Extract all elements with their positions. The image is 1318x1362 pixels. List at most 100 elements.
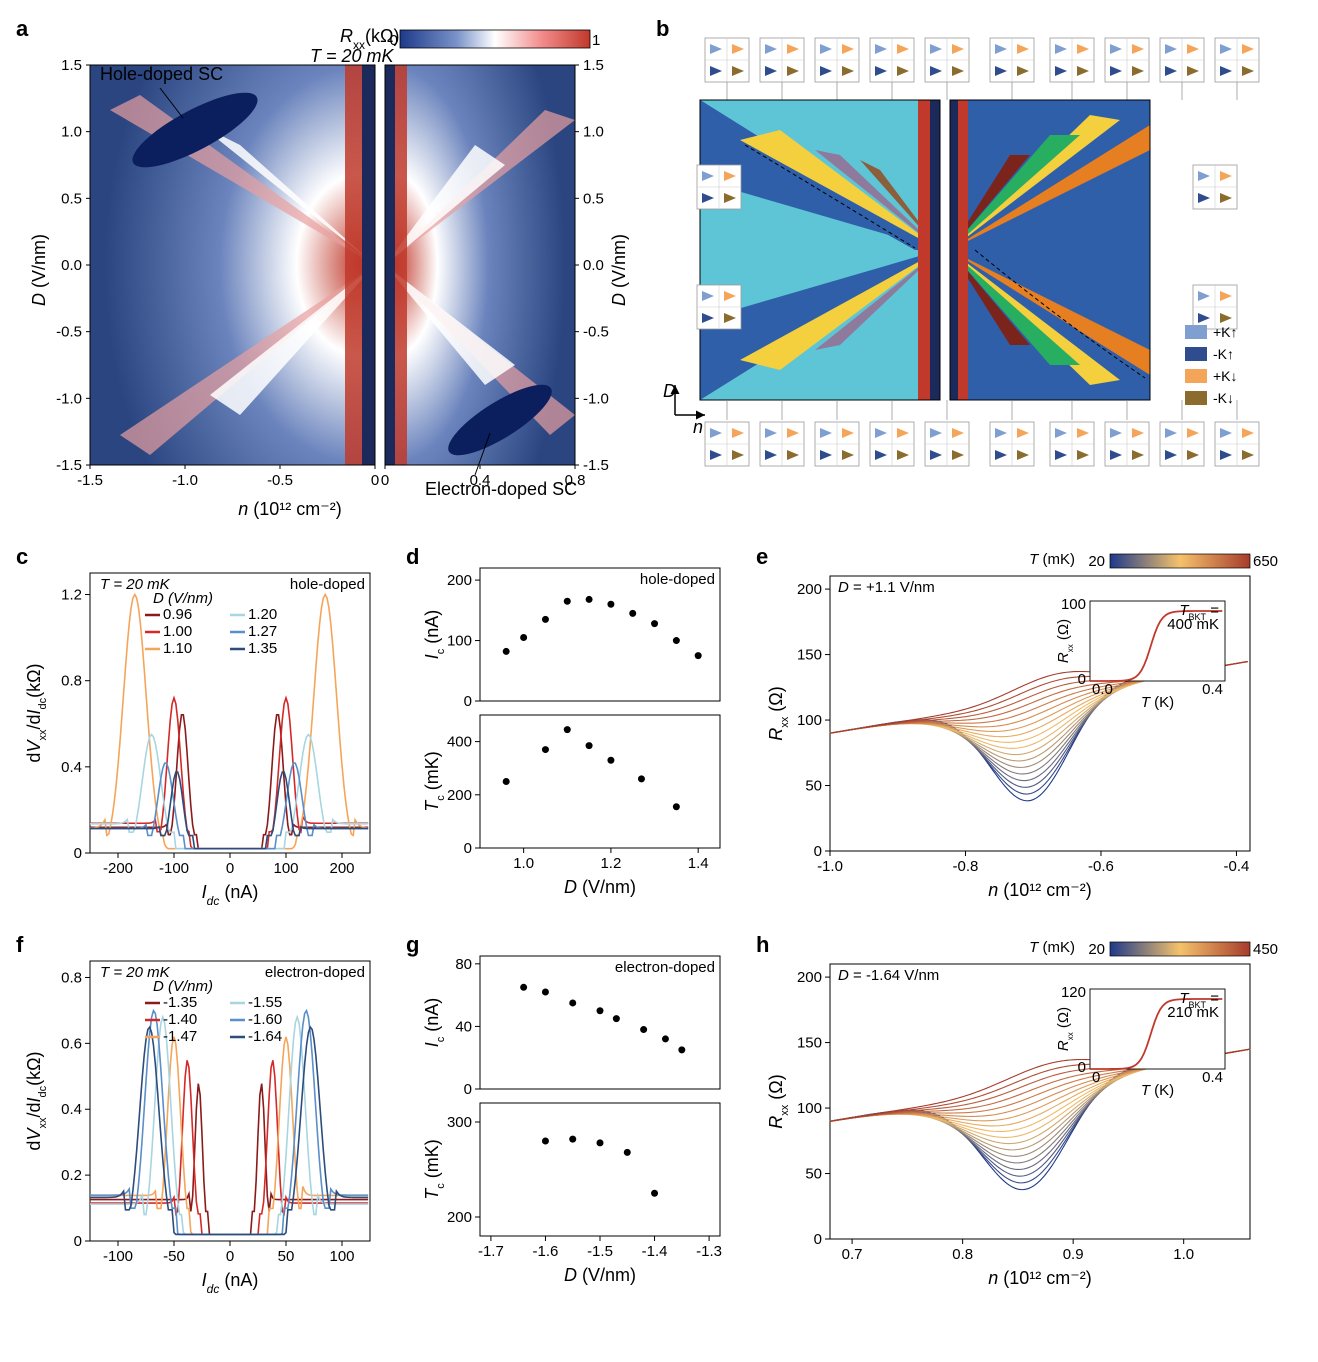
mini-boxes-bottom (705, 400, 1259, 466)
svg-text:40: 40 (455, 1018, 472, 1035)
hole-annot: Hole-doped SC (100, 64, 223, 84)
svg-text:0: 0 (814, 1231, 822, 1248)
svg-text:1.0: 1.0 (1173, 1246, 1194, 1263)
svg-text:D (V/nm): D (V/nm) (564, 1265, 636, 1285)
svg-text:Idc (nA): Idc (nA) (202, 882, 259, 908)
svg-text:200: 200 (447, 1209, 472, 1226)
svg-text:50: 50 (278, 1248, 295, 1265)
svg-text:-1.6: -1.6 (533, 1243, 559, 1260)
svg-text:20: 20 (1088, 941, 1105, 958)
svg-text:1.5: 1.5 (583, 57, 604, 74)
svg-text:1.20: 1.20 (248, 606, 277, 623)
svg-text:20: 20 (1088, 553, 1105, 570)
ylabel-a-left: D (V/nm) (29, 234, 49, 306)
svg-text:D: D (663, 381, 676, 401)
panel-d-svg: 0100200hole-dopedIc (nA)0200400Tc (mK)1.… (410, 548, 740, 908)
phase-right (950, 100, 1150, 400)
svg-text:T (mK): T (mK) (1029, 551, 1075, 568)
row-ab: a (20, 20, 1298, 520)
svg-text:300: 300 (447, 1114, 472, 1131)
svg-text:400 mK: 400 mK (1167, 616, 1219, 633)
panel-f-svg: -100-5005010000.20.40.60.8T = 20 mKelect… (20, 936, 390, 1296)
svg-text:-K↓: -K↓ (1213, 390, 1234, 406)
colorbar-a (400, 30, 590, 48)
svg-text:D (V/nm): D (V/nm) (564, 877, 636, 897)
svg-text:T (mK): T (mK) (1029, 939, 1075, 956)
svg-text:0.8: 0.8 (61, 673, 82, 690)
svg-text:-1.0: -1.0 (583, 390, 609, 407)
svg-text:-1.5: -1.5 (77, 472, 103, 489)
svg-text:-1.47: -1.47 (163, 1028, 197, 1045)
svg-text:0.4: 0.4 (1202, 1069, 1223, 1086)
svg-text:100: 100 (1061, 596, 1086, 613)
svg-text:200: 200 (797, 581, 822, 598)
svg-text:0: 0 (226, 1248, 234, 1265)
svg-text:150: 150 (797, 1035, 822, 1052)
svg-text:Rxx (Ω): Rxx (Ω) (766, 686, 791, 740)
svg-text:1.0: 1.0 (61, 124, 82, 141)
svg-text:100: 100 (797, 1100, 822, 1117)
panel-f: f -100-5005010000.20.40.60.8T = 20 mKele… (20, 936, 390, 1296)
temp-label-a: T = 20 mK (310, 46, 395, 66)
electron-annot: Electron-doped SC (425, 479, 577, 499)
svg-text:-1.0: -1.0 (817, 858, 843, 875)
svg-text:120: 120 (1061, 984, 1086, 1001)
svg-text:-0.5: -0.5 (583, 324, 609, 341)
svg-text:80: 80 (455, 956, 472, 973)
svg-text:1.5: 1.5 (61, 57, 82, 74)
panel-b-svg: D n +K↑-K↑+K↓-K↓ (660, 20, 1300, 520)
panel-d: d 0100200hole-dopedIc (nA)0200400Tc (mK)… (410, 548, 740, 908)
svg-text:0: 0 (381, 472, 389, 489)
svg-text:+K↑: +K↑ (1213, 324, 1238, 340)
svg-text:-0.6: -0.6 (1088, 858, 1114, 875)
svg-text:1.0: 1.0 (513, 855, 534, 872)
svg-text:0.0: 0.0 (583, 257, 604, 274)
svg-text:Tc (mK): Tc (mK) (422, 751, 447, 812)
svg-text:electron-doped: electron-doped (615, 959, 715, 976)
svg-text:1.0: 1.0 (583, 124, 604, 141)
svg-text:-1.5: -1.5 (583, 457, 609, 474)
svg-text:-1.7: -1.7 (478, 1243, 504, 1260)
colorbar-max: 1 (592, 32, 600, 49)
svg-text:D (V/nm): D (V/nm) (153, 978, 213, 995)
svg-text:0.8: 0.8 (952, 1246, 973, 1263)
svg-text:0: 0 (464, 840, 472, 857)
svg-text:0: 0 (1092, 1069, 1100, 1086)
svg-text:electron-doped: electron-doped (265, 964, 365, 981)
panel-g: g 04080electron-dopedIc (nA)200300Tc (mK… (410, 936, 740, 1296)
svg-text:Rxx (Ω): Rxx (Ω) (766, 1074, 791, 1128)
panel-a-svg: 0 1 Rxx(kΩ) (20, 20, 640, 520)
panel-h: h 0.70.80.91.005010015020020450T (mK)D =… (760, 936, 1290, 1296)
svg-text:0.96: 0.96 (163, 606, 192, 623)
svg-text:n: n (693, 417, 703, 437)
svg-text:1.00: 1.00 (163, 623, 192, 640)
panel-a: a (20, 20, 640, 520)
panel-b: b (660, 20, 1300, 520)
axis-arrows-b: D n (663, 381, 705, 437)
svg-text:0.7: 0.7 (842, 1246, 863, 1263)
svg-text:T (K): T (K) (1141, 694, 1174, 711)
svg-text:0.4: 0.4 (1202, 681, 1223, 698)
panel-label-a: a (16, 16, 28, 42)
svg-text:0.8: 0.8 (61, 969, 82, 986)
svg-text:-1.40: -1.40 (163, 1011, 197, 1028)
svg-text:1.10: 1.10 (163, 640, 192, 657)
svg-text:650: 650 (1253, 553, 1278, 570)
svg-text:0: 0 (226, 860, 234, 877)
svg-text:0: 0 (74, 845, 82, 862)
svg-text:-1.35: -1.35 (163, 994, 197, 1011)
svg-text:50: 50 (805, 1166, 822, 1183)
svg-text:150: 150 (797, 647, 822, 664)
svg-text:0.0: 0.0 (61, 257, 82, 274)
svg-text:Rxx (Ω): Rxx (Ω) (1055, 1007, 1075, 1051)
svg-text:210 mK: 210 mK (1167, 1004, 1219, 1021)
svg-text:0.6: 0.6 (61, 1035, 82, 1052)
panel-label-b: b (656, 16, 669, 42)
svg-text:0.4: 0.4 (470, 472, 491, 489)
panel-c: c -200-100010020000.40.81.2T = 20 mKhole… (20, 548, 390, 908)
svg-text:0.0: 0.0 (1092, 681, 1113, 698)
svg-text:Idc (nA): Idc (nA) (202, 1270, 259, 1296)
svg-text:50: 50 (805, 778, 822, 795)
xlabel-a: n (10¹² cm⁻²) (238, 499, 342, 519)
svg-text:100: 100 (329, 1248, 354, 1265)
